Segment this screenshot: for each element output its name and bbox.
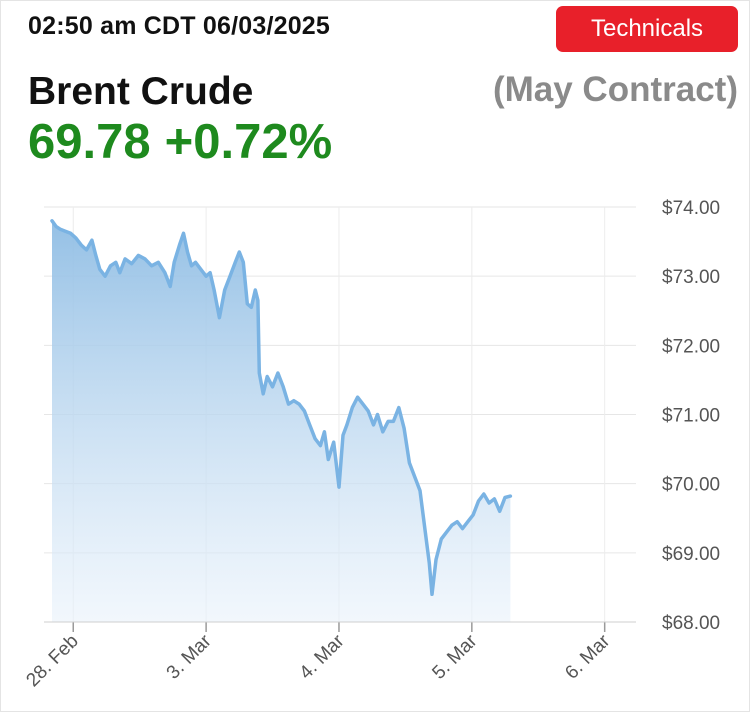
y-tick-label: $70.00 (662, 475, 720, 496)
x-tick-label: 4. Mar (296, 630, 349, 683)
price-row: 69.78 +0.72% (28, 114, 332, 170)
y-tick-label: $69.00 (662, 544, 720, 565)
contract-label: (May Contract) (492, 70, 738, 109)
y-tick-label: $68.00 (662, 613, 720, 634)
area-layer (50, 219, 513, 623)
x-tick-label: 28. Feb (22, 631, 82, 691)
instrument-title: Brent Crude (28, 70, 254, 113)
price-line (50, 219, 513, 597)
y-tick-label: $73.00 (662, 267, 720, 288)
price-value: 69.78 (28, 115, 151, 169)
price-change: +0.72% (164, 115, 333, 169)
y-tick-label: $74.00 (662, 198, 720, 219)
timestamp: 02:50 am CDT 06/03/2025 (28, 12, 331, 40)
x-axis: 28. Feb 3. Mar 4. Mar 5. Mar 6. Mar (22, 621, 636, 691)
y-tick-label: $72.00 (662, 336, 720, 357)
x-tick-label: 5. Mar (428, 630, 481, 683)
price-area (52, 220, 511, 623)
y-tick-label: $71.00 (662, 406, 720, 427)
y-axis: $74.00 $73.00 $72.00 $71.00 $70.00 $69.00 $68.… (662, 198, 720, 634)
x-tick-label: 6. Mar (561, 630, 614, 683)
x-tick-label: 3. Mar (163, 630, 216, 683)
technicals-button[interactable]: Technicals (556, 6, 738, 52)
